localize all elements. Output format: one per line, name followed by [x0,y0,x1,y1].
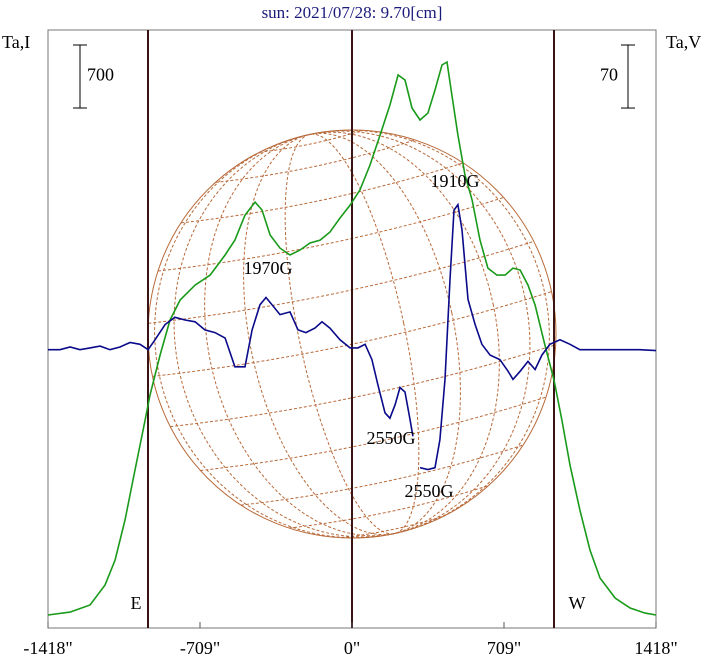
parallel [152,291,552,377]
y2-axis-label: Ta,V [666,32,701,52]
annotation: 2550G [367,428,416,448]
x-tick-label: 709" [487,638,521,658]
x-tick-label: -709" [180,638,220,658]
meridian [284,133,420,535]
series-line [47,60,657,616]
parallel [148,240,534,324]
annotation: 1910G [431,171,480,191]
sun-globe [147,129,557,539]
scale-bar-label: 700 [87,65,114,85]
series-line [48,202,657,471]
x-tick-label: 0" [344,638,360,658]
parallel [215,139,416,183]
annotation: 1970G [244,258,293,278]
annotation: 2550G [405,481,454,501]
annotation: E [131,593,142,613]
limb-lines [147,30,555,628]
parallel [180,162,464,224]
parallel [240,444,524,506]
scale-bar-label: 70 [600,65,618,85]
parallel [288,485,489,529]
x-tick-label: 1418" [634,638,677,658]
parallel [259,129,363,153]
globe-grid [148,129,556,539]
parallel [170,344,556,428]
y-axis-label: Ta,I [2,32,30,52]
annotation: W [569,593,586,613]
meridian [154,129,550,539]
chart-title: sun: 2021/07/28: 9.70[cm] [262,3,443,22]
parallel [200,396,547,471]
x-tick-label: -1418" [23,638,72,658]
meridian [173,130,531,538]
